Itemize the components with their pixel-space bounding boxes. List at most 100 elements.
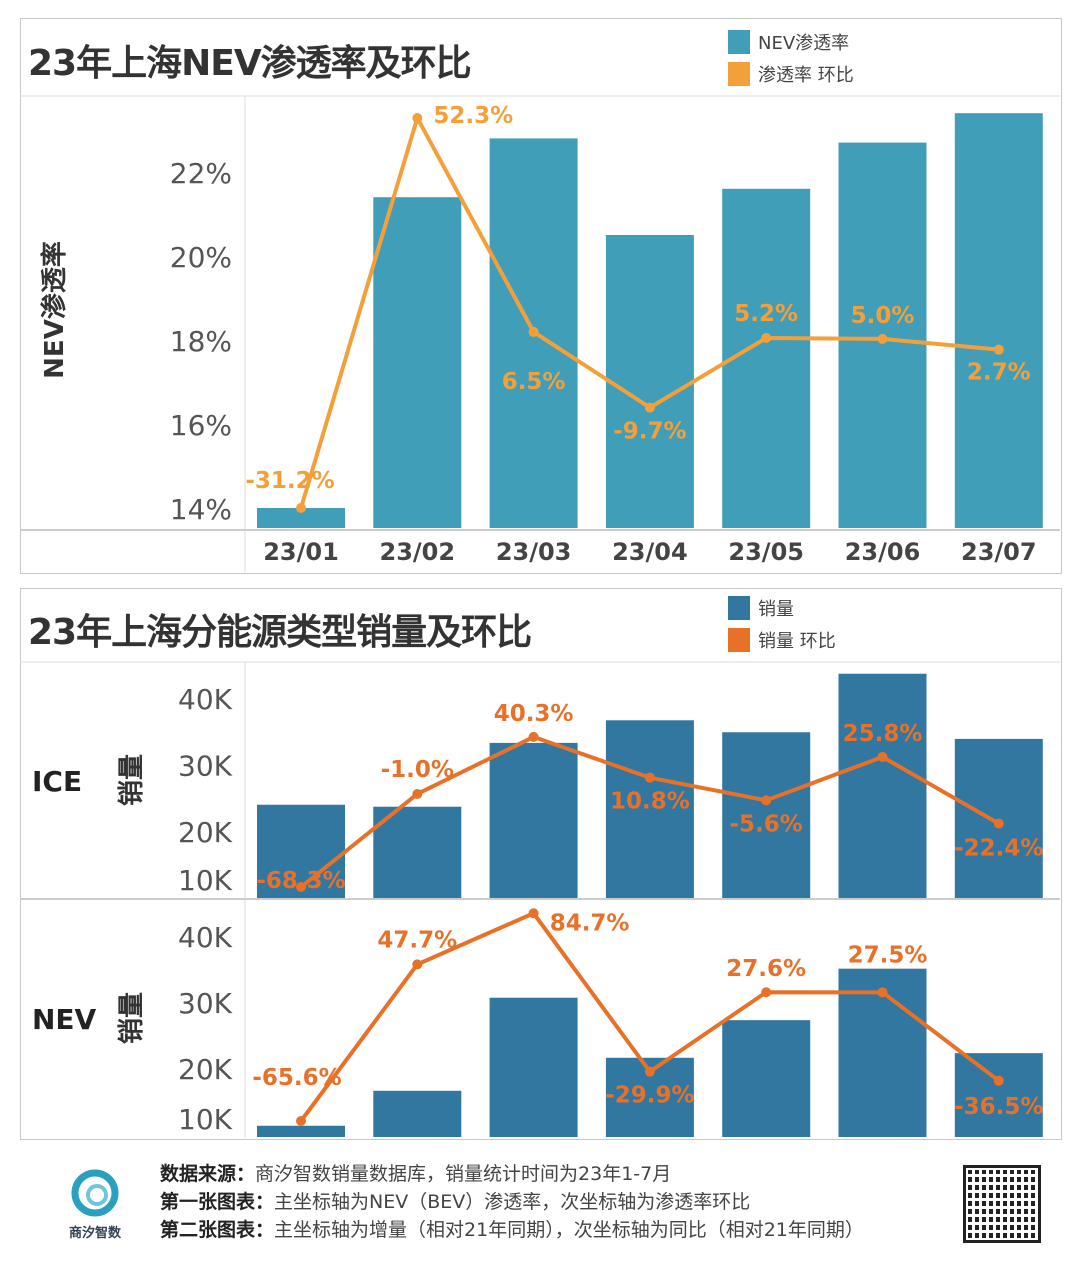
footer-text: 主坐标轴为增量（相对21年同期），次坐标轴为同比（相对21年同期） [274,1219,864,1241]
footer-text: 商汐智数销量数据库，销量统计时间为23年1-7月 [255,1163,672,1185]
line-point [528,908,539,919]
y-tick-label: 30K [178,987,233,1020]
bar-23/01 [257,508,345,528]
bar-NEV-23/03 [489,997,578,1137]
chart1-legend: NEV渗透率 渗透率 环比 [728,26,854,90]
bar-NEV-23/01 [257,1125,345,1137]
y-tick-label: 20K [178,816,233,849]
chart1-title: 23年上海NEV渗透率及环比 [28,43,472,84]
line-point [296,503,306,513]
bar-ICE-23/03 [489,742,578,898]
line-point [412,788,423,799]
data-label: -29.9% [605,1083,694,1109]
y-tick-label: 16% [170,409,232,442]
footer-label: 数据来源： [160,1163,256,1185]
footer-label: 第二张图表： [160,1219,275,1241]
y-tick-label: 22% [170,157,232,190]
x-tick-label: 23/06 [845,538,921,566]
data-label: 10.8% [610,789,690,815]
footer-notes: 数据来源：商汐智数销量数据库，销量统计时间为23年1-7月 第一张图表：主坐标轴… [160,1160,864,1244]
y-tick-label: 14% [170,493,232,526]
y-tick-label: 40K [178,921,233,954]
data-label: 52.3% [433,103,513,129]
bar-ICE-23/07 [954,738,1043,898]
y-axis-label: 销量 [117,992,147,1044]
x-tick-label: 23/01 [263,538,339,566]
data-label: 40.3% [494,701,574,727]
legend-swatch-bar [728,596,750,620]
y-tick-label: 20K [178,1053,233,1086]
row-label: ICE [32,765,82,798]
bar-ICE-23/05 [722,732,811,898]
legend-label: 渗透率 环比 [758,65,854,86]
line-point [761,795,772,806]
data-label: -22.4% [954,836,1043,862]
row-label: NEV [32,1003,97,1036]
legend-swatch-line [728,62,750,86]
line-point [993,1075,1004,1086]
line-point [877,987,888,998]
y-tick-label: 10K [178,864,233,897]
line-point [412,959,423,970]
line-point [528,326,539,337]
legend-swatch-line [728,628,750,652]
x-tick-label: 23/07 [961,538,1037,566]
bar-ICE-23/02 [373,806,462,898]
legend-swatch-bar [728,30,750,54]
y-tick-label: 30K [178,750,233,783]
y-tick-label: 10K [178,1103,233,1136]
chart2-title: 23年上海分能源类型销量及环比 [28,612,532,653]
y-axis-label: NEV渗透率 [39,241,70,379]
logo [71,1169,119,1217]
bar-23/02 [373,197,462,528]
y-tick-label: 40K [178,683,233,716]
bar-NEV-23/05 [722,1020,811,1137]
y-tick-label: 20% [170,241,232,274]
data-label: 2.7% [967,360,1031,386]
line-point [761,332,772,343]
data-label: 5.0% [851,303,915,329]
x-tick-label: 23/04 [612,538,688,566]
data-label: -9.7% [613,419,686,445]
bar-23/07 [954,113,1043,528]
line-point [644,1066,655,1077]
line-point [877,333,888,344]
data-label: -5.6% [730,811,803,837]
line-point [296,882,306,892]
logo-text: 商汐智数 [68,1226,121,1241]
y-axis-label: 销量 [117,754,147,806]
legend-label: 销量 [758,599,794,620]
x-tick-label: 23/05 [728,538,804,566]
bar-ICE-23/04 [605,720,694,898]
data-label: 6.5% [502,369,566,395]
data-label: -31.2% [245,468,334,494]
line-point [296,1116,306,1126]
data-label: -68.3% [256,868,345,894]
bar-23/05 [722,188,811,529]
data-label: 25.8% [843,721,923,747]
data-label: 84.7% [550,910,630,936]
chart2-legend: 销量 销量 环比 [728,592,836,656]
line-point [761,987,772,998]
data-label: 47.7% [377,927,457,953]
data-label: 5.2% [734,301,798,327]
bar-NEV-23/07 [954,1053,1043,1137]
legend-label: NEV渗透率 [758,33,850,54]
line-point [993,818,1004,829]
bar-ICE-23/06 [838,673,927,898]
line-point [644,772,655,783]
data-label: -65.6% [252,1065,341,1091]
bar-23/04 [605,235,694,528]
x-tick-label: 23/03 [496,538,572,566]
qr-code [963,1165,1041,1243]
y-tick-label: 18% [170,325,232,358]
data-label: -1.0% [381,757,454,783]
legend-label: 销量 环比 [758,631,836,652]
line-point [993,344,1004,355]
line-point [644,402,655,413]
line-point [877,751,888,762]
data-label: -36.5% [954,1094,1043,1120]
bar-NEV-23/02 [373,1090,462,1137]
footer-text: 主坐标轴为NEV（BEV）渗透率，次坐标轴为渗透率环比 [274,1191,751,1213]
